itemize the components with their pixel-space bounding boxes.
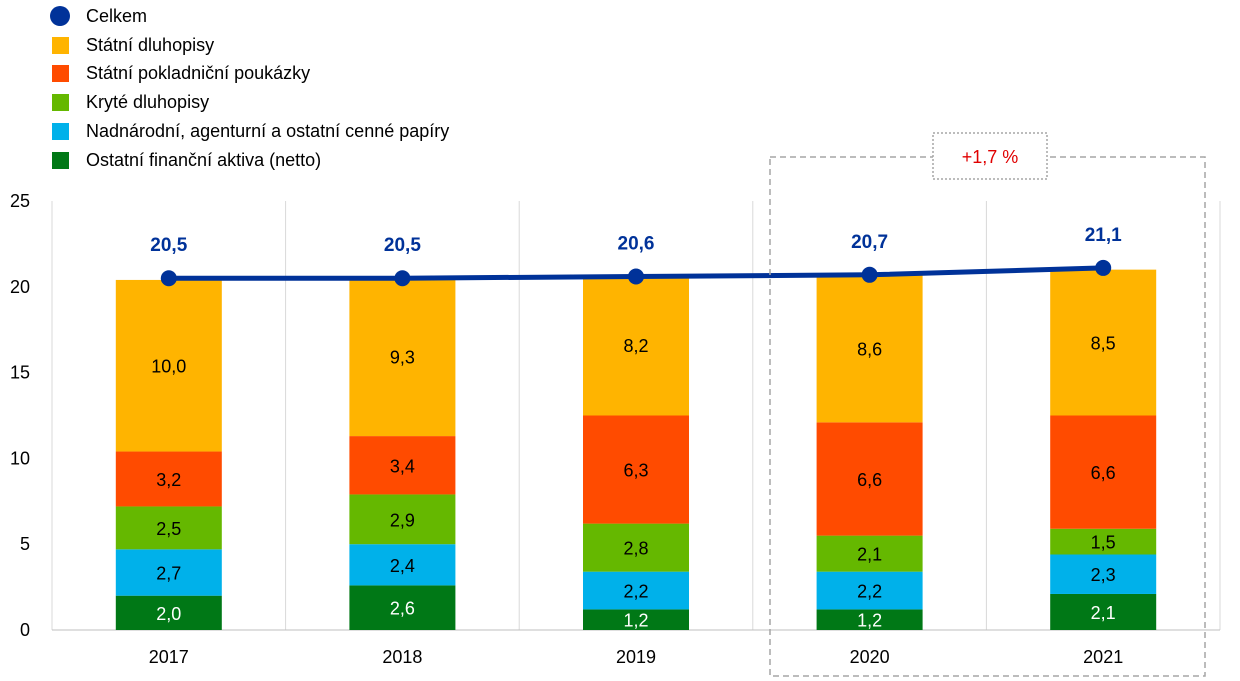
bar-segment <box>115 549 222 596</box>
bar-segment <box>583 274 689 416</box>
total-label: 20,7 <box>851 232 888 253</box>
bar-segment <box>816 535 923 572</box>
x-tick-label: 2020 <box>850 647 890 667</box>
legend-label: Ostatní finanční aktiva (netto) <box>86 149 322 170</box>
bar-segment <box>349 276 456 437</box>
bar-segment <box>349 585 456 630</box>
legend-swatch <box>52 94 69 112</box>
data-label: 2,0 <box>156 604 181 624</box>
total-point <box>628 268 644 285</box>
legend-label: Kryté dluhopisy <box>86 92 210 113</box>
x-tick-label: 2018 <box>382 647 422 667</box>
bar-segment <box>816 422 923 536</box>
y-tick-label: 20 <box>10 277 30 297</box>
bar-segment <box>1050 528 1157 555</box>
annotation-box <box>932 132 1048 180</box>
data-label: 1,2 <box>857 611 882 631</box>
data-label: 6,6 <box>857 470 882 490</box>
bar-segment <box>1050 554 1157 594</box>
bar-segment <box>115 595 222 630</box>
legend-item: Ostatní finanční aktiva (netto) <box>50 146 449 175</box>
data-label: 6,6 <box>1091 463 1116 483</box>
data-label: 2,9 <box>390 510 415 530</box>
x-tick-label: 2021 <box>1083 647 1123 667</box>
data-label: 2,4 <box>390 556 415 576</box>
data-label: 3,2 <box>156 470 181 490</box>
bar-segment <box>115 451 222 507</box>
legend-label: Nadnárodní, agenturní a ostatní cenné pa… <box>86 121 450 142</box>
y-tick-label: 0 <box>20 620 30 640</box>
data-label: 9,3 <box>390 347 415 367</box>
data-label: 2,1 <box>857 545 882 565</box>
bar-segment <box>583 571 689 610</box>
legend-swatch <box>52 36 69 54</box>
x-tick-label: 2017 <box>149 647 189 667</box>
total-label: 20,5 <box>384 235 421 256</box>
legend-label: Státní pokladniční poukázky <box>86 63 311 84</box>
data-label: 2,8 <box>623 539 648 559</box>
total-point <box>861 266 878 283</box>
legend: Celkem Státní dluhopisy Státní pokladniční… <box>50 2 449 175</box>
data-label: 8,6 <box>857 340 882 360</box>
legend-item: Celkem <box>50 2 449 31</box>
data-label: 2,7 <box>156 564 181 584</box>
bar-segment <box>349 544 456 586</box>
total-label: 21,1 <box>1085 225 1122 246</box>
highlight-box <box>769 156 1206 677</box>
y-tick-label: 10 <box>10 448 30 468</box>
total-point <box>394 270 411 287</box>
y-tick-label: 5 <box>20 534 30 554</box>
data-label: 6,3 <box>623 461 648 481</box>
total-point <box>1095 259 1112 276</box>
total-label: 20,5 <box>150 235 187 256</box>
bar-segment <box>1050 415 1157 529</box>
data-label: 10,0 <box>151 357 186 377</box>
data-label: 8,5 <box>1091 334 1116 354</box>
bar-segment <box>349 436 456 495</box>
bar-segment <box>816 609 923 630</box>
legend-swatch <box>52 151 69 169</box>
data-label: 1,5 <box>1091 533 1116 553</box>
total-label: 20,6 <box>618 234 655 255</box>
data-label: 2,5 <box>156 519 181 539</box>
y-tick-label: 15 <box>10 363 30 383</box>
legend-item: Státní pokladniční poukázky <box>50 60 449 89</box>
bar-segment <box>1050 269 1157 416</box>
legend-item: Státní dluhopisy <box>50 31 449 60</box>
annotation-text: +1,7 % <box>962 147 1019 167</box>
legend-label: Celkem <box>86 5 148 26</box>
legend-swatch <box>52 123 69 141</box>
data-label: 2,3 <box>1091 565 1116 585</box>
bar-segment <box>115 279 222 452</box>
y-tick-label: 25 <box>10 191 30 211</box>
data-label: 2,1 <box>1091 603 1116 623</box>
legend-swatch <box>52 65 69 83</box>
legend-label: Státní dluhopisy <box>86 34 215 55</box>
data-label: 2,6 <box>390 599 415 619</box>
bar-segment <box>1050 593 1157 630</box>
bar-segment <box>583 523 689 572</box>
legend-item: Nadnárodní, agenturní a ostatní cenné pa… <box>50 117 449 146</box>
bar-segment <box>583 609 689 630</box>
bar-segment <box>583 415 689 524</box>
data-label: 2,2 <box>857 582 882 602</box>
data-label: 3,4 <box>390 456 415 476</box>
bar-segment <box>816 571 923 610</box>
bar-segment <box>115 506 222 550</box>
data-label: 8,2 <box>623 336 648 356</box>
bar-segment <box>349 494 456 545</box>
legend-item: Kryté dluhopisy <box>50 88 449 117</box>
data-label: 1,2 <box>623 611 648 631</box>
data-label: 2,2 <box>623 582 648 602</box>
x-tick-label: 2019 <box>616 647 656 667</box>
total-point <box>160 270 177 287</box>
legend-dot-marker <box>50 6 70 27</box>
bar-segment <box>816 274 923 423</box>
